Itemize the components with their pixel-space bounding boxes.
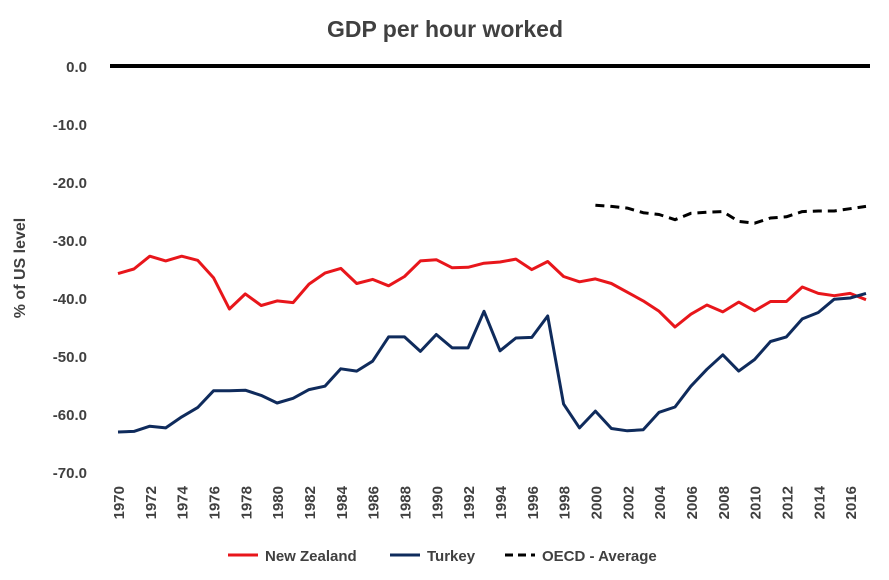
x-tick-label: 2008: [716, 486, 733, 519]
y-tick-label: 0.0: [66, 59, 87, 76]
chart-title: GDP per hour worked: [327, 16, 563, 42]
x-tick-label: 2012: [779, 486, 796, 519]
x-tick-labels: 1970 1972 1974 1976 1978 1980 1982 1984 1986 1988…: [111, 485, 860, 519]
y-tick-label: -40.0: [53, 291, 87, 308]
x-tick-label: 1978: [238, 486, 255, 519]
series-line-oecd-average: [595, 203, 867, 225]
x-tick-label: 1976: [206, 486, 223, 519]
x-tick-label: 2014: [811, 485, 828, 519]
x-tick-label: 1984: [334, 485, 351, 519]
x-tick-label: 2010: [748, 486, 765, 519]
y-tick-labels: 0.0 -10.0 -20.0 -30.0 -40.0 -50.0 -60.0 -70.0: [53, 59, 87, 482]
x-tick-label: 2000: [588, 486, 605, 519]
y-tick-label: -70.0: [53, 465, 87, 482]
legend: New Zealand Turkey OECD - Average: [228, 548, 657, 565]
x-tick-label: 1998: [557, 486, 574, 519]
x-tick-label: 2006: [684, 486, 701, 519]
y-tick-label: -50.0: [53, 349, 87, 366]
x-tick-label: 1996: [525, 486, 542, 519]
y-axis-label: % of US level: [12, 218, 29, 318]
x-tick-label: 2004: [652, 485, 669, 519]
legend-label: Turkey: [427, 548, 476, 565]
x-tick-label: 1980: [270, 486, 287, 519]
x-tick-label: 1982: [302, 486, 319, 519]
y-tick-label: -30.0: [53, 233, 87, 250]
x-tick-label: 1970: [111, 486, 128, 519]
x-tick-label: 1986: [366, 486, 383, 519]
x-tick-label: 1974: [175, 485, 192, 519]
series-line-new-zealand: [117, 254, 867, 329]
x-tick-label: 1990: [429, 486, 446, 519]
legend-label: OECD - Average: [542, 548, 657, 565]
x-tick-label: 1994: [493, 485, 510, 519]
x-tick-label: 1972: [143, 486, 160, 519]
legend-label: New Zealand: [265, 548, 357, 565]
x-tick-label: 1988: [397, 486, 414, 519]
y-tick-label: -60.0: [53, 407, 87, 424]
y-tick-label: -20.0: [53, 175, 87, 192]
x-tick-label: 2016: [843, 486, 860, 519]
series-line-turkey: [117, 291, 867, 434]
x-tick-label: 2002: [620, 486, 637, 519]
series-lines: [117, 203, 867, 434]
x-tick-label: 1992: [461, 486, 478, 519]
y-tick-label: -10.0: [53, 117, 87, 134]
